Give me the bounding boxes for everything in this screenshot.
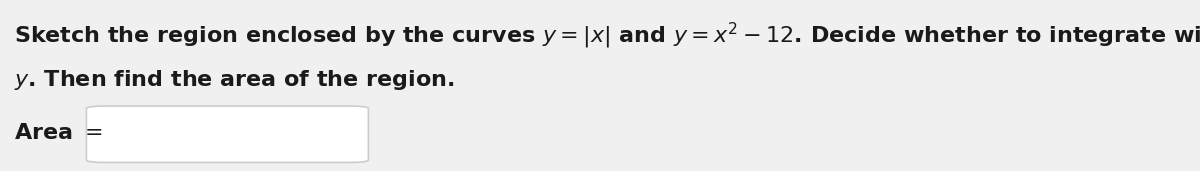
Text: Area $=$: Area $=$ [14,123,103,143]
FancyBboxPatch shape [86,106,368,162]
Text: Sketch the region enclosed by the curves $y = |x|$ and $y = x^2 - 12$. Decide wh: Sketch the region enclosed by the curves… [14,21,1200,51]
Text: $y$. Then find the area of the region.: $y$. Then find the area of the region. [14,68,455,92]
